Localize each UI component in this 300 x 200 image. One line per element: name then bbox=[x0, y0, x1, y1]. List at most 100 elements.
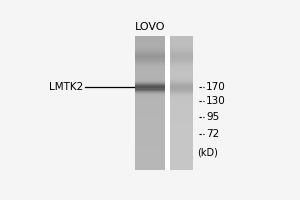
Bar bbox=[170, 105, 193, 107]
Bar bbox=[135, 73, 165, 74]
Bar bbox=[135, 103, 165, 104]
Bar bbox=[135, 162, 165, 164]
Bar bbox=[170, 125, 193, 127]
Bar bbox=[135, 54, 165, 55]
Bar bbox=[135, 71, 165, 72]
Bar bbox=[135, 62, 165, 63]
Bar bbox=[135, 123, 165, 125]
Bar bbox=[135, 97, 165, 99]
Bar bbox=[135, 169, 165, 170]
Bar bbox=[170, 46, 193, 47]
Bar bbox=[170, 93, 193, 94]
Bar bbox=[135, 136, 165, 138]
Text: LMTK2: LMTK2 bbox=[49, 82, 83, 92]
Bar bbox=[170, 152, 193, 154]
Bar bbox=[170, 47, 193, 49]
Bar bbox=[170, 65, 193, 66]
Bar bbox=[170, 88, 193, 90]
Bar bbox=[170, 135, 193, 137]
Bar bbox=[170, 95, 193, 97]
Bar bbox=[170, 72, 193, 73]
Bar bbox=[170, 160, 193, 161]
Bar bbox=[170, 87, 193, 89]
Bar bbox=[170, 168, 193, 169]
Bar bbox=[170, 118, 193, 119]
Bar bbox=[170, 44, 193, 45]
Bar bbox=[135, 67, 165, 69]
Bar bbox=[170, 49, 193, 51]
Bar bbox=[170, 167, 193, 168]
Bar bbox=[135, 91, 165, 92]
Bar bbox=[170, 97, 193, 99]
Bar bbox=[135, 148, 165, 149]
Bar bbox=[135, 124, 165, 126]
Bar bbox=[170, 45, 193, 46]
Bar bbox=[135, 126, 165, 128]
Bar bbox=[170, 77, 193, 79]
Bar bbox=[170, 102, 193, 103]
Bar bbox=[170, 39, 193, 41]
Bar bbox=[170, 119, 193, 120]
Bar bbox=[170, 100, 193, 101]
Bar bbox=[135, 101, 165, 102]
Bar bbox=[135, 92, 165, 93]
Bar bbox=[135, 107, 165, 109]
Bar bbox=[170, 145, 193, 147]
Bar bbox=[135, 46, 165, 47]
Bar bbox=[170, 94, 193, 95]
Bar bbox=[135, 39, 165, 41]
Bar bbox=[170, 153, 193, 155]
Bar bbox=[135, 52, 165, 53]
Bar bbox=[170, 109, 193, 110]
Bar bbox=[135, 83, 165, 84]
Bar bbox=[135, 106, 165, 108]
Bar bbox=[135, 93, 165, 94]
Bar bbox=[170, 61, 193, 62]
Bar bbox=[170, 73, 193, 74]
Bar bbox=[135, 82, 165, 83]
Bar bbox=[170, 154, 193, 156]
Bar bbox=[135, 94, 165, 95]
Bar bbox=[170, 161, 193, 162]
Bar bbox=[135, 70, 165, 71]
Text: 170: 170 bbox=[206, 82, 226, 92]
Bar bbox=[170, 138, 193, 139]
Bar bbox=[135, 38, 165, 40]
Bar bbox=[170, 37, 193, 39]
Bar bbox=[170, 68, 193, 70]
Bar bbox=[170, 120, 193, 121]
Bar bbox=[170, 80, 193, 81]
Bar bbox=[135, 72, 165, 73]
Text: 95: 95 bbox=[206, 112, 219, 122]
Bar bbox=[170, 140, 193, 141]
Bar bbox=[170, 92, 193, 93]
Bar bbox=[170, 43, 193, 44]
Bar bbox=[170, 96, 193, 98]
Bar bbox=[135, 43, 165, 44]
Bar bbox=[170, 52, 193, 53]
Bar bbox=[170, 55, 193, 56]
Bar bbox=[170, 67, 193, 69]
Bar bbox=[170, 51, 193, 52]
Bar bbox=[135, 90, 165, 91]
Bar bbox=[170, 155, 193, 157]
Text: 130: 130 bbox=[206, 96, 226, 106]
Bar bbox=[170, 123, 193, 125]
Bar bbox=[170, 113, 193, 114]
Bar bbox=[135, 51, 165, 52]
Bar bbox=[135, 96, 165, 98]
Bar bbox=[135, 151, 165, 152]
Bar bbox=[135, 143, 165, 145]
Bar bbox=[170, 122, 193, 123]
Bar bbox=[135, 134, 165, 136]
Bar bbox=[170, 126, 193, 128]
Bar bbox=[170, 164, 193, 166]
Bar bbox=[135, 80, 165, 81]
Bar bbox=[135, 142, 165, 144]
Bar bbox=[135, 75, 165, 77]
Bar bbox=[170, 36, 193, 37]
Bar bbox=[135, 145, 165, 147]
Bar bbox=[170, 159, 193, 160]
Bar bbox=[135, 37, 165, 39]
Bar bbox=[170, 82, 193, 83]
